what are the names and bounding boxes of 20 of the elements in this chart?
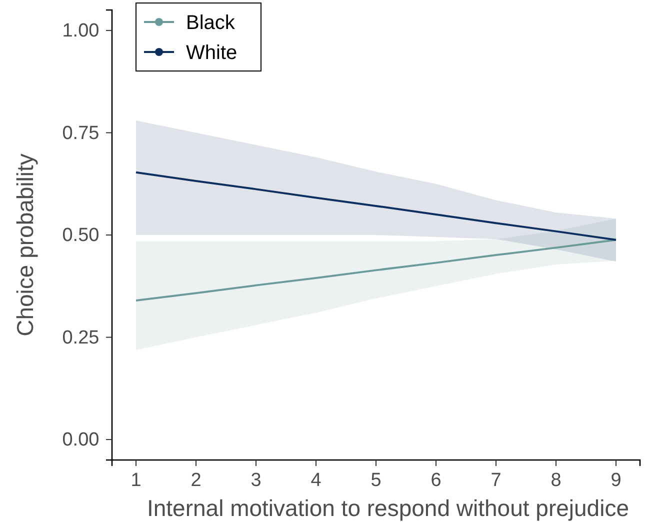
line-series bbox=[135, 238, 617, 302]
x-tick-label: 1 bbox=[130, 470, 142, 492]
y-tick-label: 0.50 bbox=[62, 225, 100, 246]
x-tick-label: 5 bbox=[370, 470, 382, 492]
y-tick-label: 0.00 bbox=[62, 430, 100, 451]
x-tick-label: 6 bbox=[430, 470, 442, 492]
y-tick-label: 1.00 bbox=[62, 20, 100, 42]
x-tick-label: 3 bbox=[250, 470, 262, 492]
y-tick-label: 0.25 bbox=[62, 327, 100, 348]
line-series bbox=[135, 171, 617, 241]
x-tick-label: 7 bbox=[490, 470, 502, 492]
x-tick-label: 2 bbox=[190, 470, 202, 492]
y-tick-label: 0.75 bbox=[62, 122, 100, 144]
x-tick-label: 8 bbox=[550, 470, 562, 492]
legend-label: Black bbox=[186, 12, 236, 34]
legend-label: White bbox=[186, 42, 238, 64]
y-axis-title: Choice probability bbox=[12, 153, 38, 336]
x-tick-label: 4 bbox=[310, 470, 322, 492]
x-axis-title: Internal motivation to respond without prejudice bbox=[146, 495, 630, 521]
x-tick-label: 9 bbox=[610, 470, 622, 492]
